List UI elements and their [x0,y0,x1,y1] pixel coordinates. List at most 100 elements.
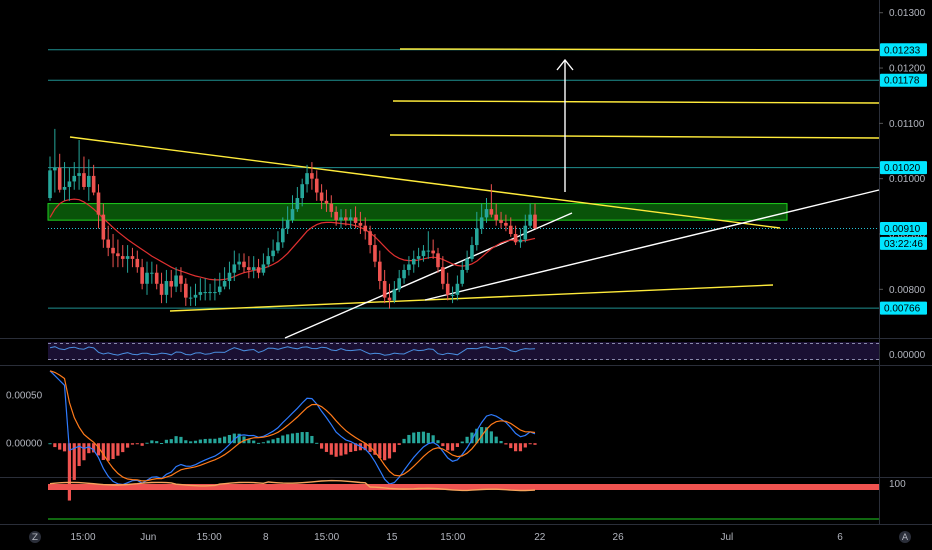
macd-histogram-bar [344,443,348,455]
macd-histogram-bar [421,431,426,444]
candle-body [416,256,421,259]
macd-histogram-bar [441,443,445,447]
candle [271,239,275,262]
macd-histogram-bar [528,443,532,445]
candle [87,159,91,201]
candle [528,203,532,229]
macd-histogram-bar [252,440,256,444]
macd-histogram-bar [489,431,493,444]
candle-body [120,256,125,259]
candle-body [494,214,498,221]
candle-body [436,253,440,268]
candle-body [314,178,319,193]
rsi-axis-label: 0.00000 [889,350,926,361]
candle-body [125,256,130,259]
macd-histogram-bar [460,441,464,444]
time-tick-label: 15 [386,532,398,543]
candle-body [96,192,101,215]
price-panel[interactable]: 0.01300 0.01200 0.01100 0.01000 0.00900 0.008… [47,8,927,339]
bottom-axis-tick: 100 [889,479,906,490]
timezone-button[interactable]: Z [29,531,41,543]
candle [339,209,343,229]
candle [416,247,421,268]
countdown-tag: 03:22:46 [880,236,927,250]
moving-average [49,198,536,281]
candle [518,228,523,248]
macd-histogram-bar [261,442,265,444]
candle [344,209,348,226]
candles [48,128,537,309]
price-tag: 0.00766 [880,301,927,315]
candle-body [368,231,372,246]
candle-body [48,170,52,199]
candle [179,267,183,293]
candle-body [450,294,455,296]
candle [169,269,174,298]
candle-body [198,292,203,295]
auto-scale-button[interactable]: A [899,531,911,543]
candle-body [465,258,469,270]
yellow-drawings [69,48,880,312]
macd-histogram-bar [533,443,537,445]
candle [96,184,101,229]
time-tick-label: 15:00 [70,532,95,543]
bottom-line [49,479,536,492]
macd-panel[interactable]: 0.00050 0.00000 [6,370,537,501]
candle-body [188,297,193,299]
macd-histogram-bar [184,440,188,444]
candle [494,203,498,226]
macd-histogram-bar [164,439,168,444]
rsi-panel[interactable]: 0.00000 [48,342,926,361]
candle-body [470,245,474,259]
candle-body [295,198,300,210]
candle [193,283,198,306]
macd-histogram-bar [295,432,299,444]
candle-body [339,217,343,221]
time-tick-label: 15:00 [314,532,339,543]
candle [135,250,140,273]
candle-body [62,186,67,190]
candle-body [382,281,387,298]
candle-body [174,275,178,287]
macd-histogram-bar [121,443,125,453]
macd-histogram-bar [92,443,96,453]
price-tags: 0.012330.011780.010200.0091003:22:460.00… [880,43,927,315]
candle [445,272,450,301]
macd-histogram-bar [373,443,377,455]
macd-histogram-bar [155,441,159,444]
bottom-level-band [48,484,879,490]
candle-body [232,264,237,273]
macd-histogram-bar [223,436,227,444]
candle [232,250,237,282]
candle [300,178,304,207]
candle-body [475,228,479,246]
macd-histogram-bar [407,434,411,444]
time-tick-label: 26 [613,532,625,543]
candle [353,206,358,229]
macd-histogram-bar [349,443,353,452]
macd-histogram-bar [271,439,275,444]
candle [460,261,465,287]
candle-body [227,272,232,282]
macd-histogram-bar [353,443,358,452]
macd-histogram-bar [324,443,329,452]
macd-histogram-bar [189,441,193,444]
candle [504,214,508,232]
macd-histogram-bar [514,443,518,452]
candle [334,206,338,226]
candle-body [217,286,222,293]
candle [227,261,232,290]
candle [154,264,159,290]
candle [402,264,406,284]
macd-histogram-bar [218,437,222,444]
macd-histogram-bar [431,435,435,444]
candle-body [479,217,484,229]
candle [116,239,120,268]
bottom-indicator-panel[interactable]: 100 [48,479,906,520]
macd-histogram-bar [329,443,333,455]
macd-histogram-bar [509,443,513,449]
macd-histogram-bar [470,432,474,444]
price-tag-label: 0.01020 [884,163,921,174]
